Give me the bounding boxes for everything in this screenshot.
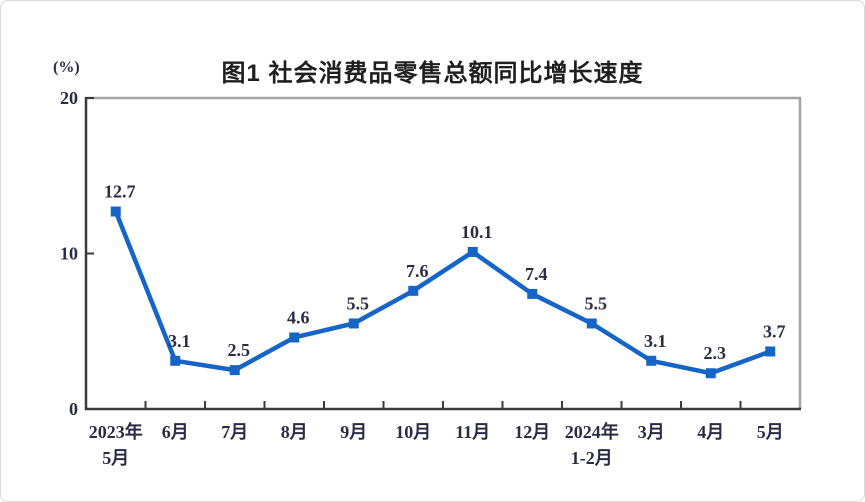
y-tick-label: 20 xyxy=(60,88,78,108)
x-category-label: 11月 xyxy=(455,422,490,442)
data-point-marker xyxy=(408,285,419,296)
data-point-marker xyxy=(467,246,478,257)
data-point-label: 5.5 xyxy=(347,293,370,313)
data-point-marker xyxy=(586,318,597,329)
chart-title: 图1 社会消费品零售总额同比增长速度 xyxy=(221,60,644,87)
x-category-label: 2023年 5月 xyxy=(89,421,143,468)
data-point-label: 3.7 xyxy=(763,321,786,341)
data-point-label: 12.7 xyxy=(104,182,136,202)
data-point-marker xyxy=(110,206,121,217)
y-tick-label: 0 xyxy=(69,399,78,419)
data-point-marker xyxy=(646,355,657,366)
data-point-label: 3.1 xyxy=(168,331,191,351)
data-series-line xyxy=(113,209,773,376)
data-point-label: 3.1 xyxy=(644,331,667,351)
data-point-label: 2.3 xyxy=(704,343,727,363)
data-point-label: 7.4 xyxy=(525,264,548,284)
data-point-marker xyxy=(765,346,776,357)
data-point-marker xyxy=(527,288,538,299)
data-point-label: 7.6 xyxy=(406,261,429,281)
data-point-marker xyxy=(170,355,181,366)
data-point-marker xyxy=(289,332,300,343)
x-category-label: 9月 xyxy=(340,422,367,442)
y-axis-unit-label: (%) xyxy=(53,59,80,76)
x-category-label: 8月 xyxy=(281,422,308,442)
data-point-label: 4.6 xyxy=(287,307,310,327)
y-tick-label: 10 xyxy=(60,244,78,264)
data-point-label: 5.5 xyxy=(585,293,608,313)
x-category-label: 6月 xyxy=(162,422,189,442)
x-category-label: 4月 xyxy=(697,422,724,442)
x-category-label: 5月 xyxy=(757,422,784,442)
x-category-label: 7月 xyxy=(221,422,248,442)
data-point-marker xyxy=(705,368,716,379)
x-category-label: 10月 xyxy=(395,422,431,442)
data-point-marker xyxy=(229,365,240,376)
x-category-label: 12月 xyxy=(514,422,550,442)
x-category-label: 2024年 1-2月 xyxy=(565,421,619,468)
data-point-label: 2.5 xyxy=(228,340,251,360)
x-category-label: 3月 xyxy=(638,422,665,442)
data-point-label: 10.1 xyxy=(461,222,493,242)
data-point-marker xyxy=(348,318,359,329)
